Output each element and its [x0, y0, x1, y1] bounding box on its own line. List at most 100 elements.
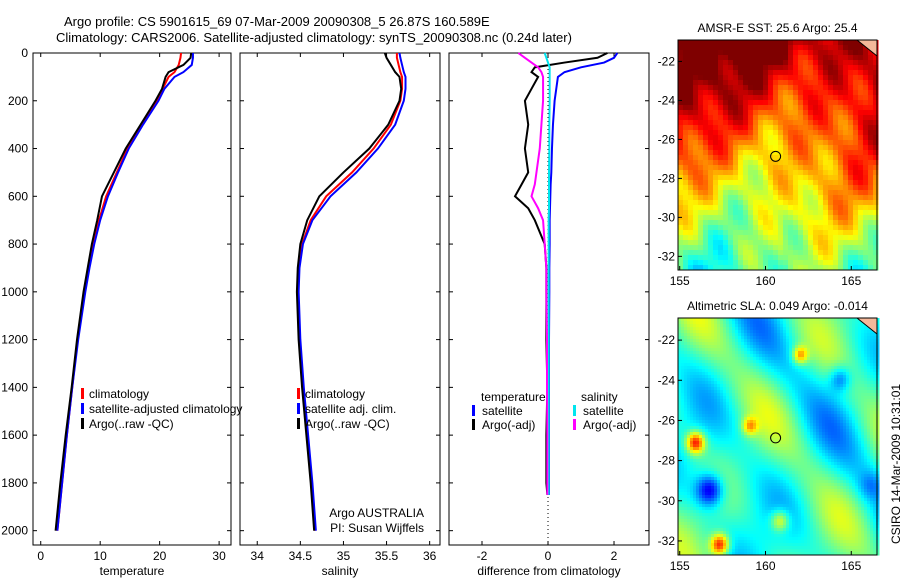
map-cell — [768, 519, 772, 523]
map-cell — [681, 384, 685, 388]
map-cell — [777, 372, 781, 376]
map-cell — [778, 165, 784, 171]
map-cell — [863, 100, 869, 106]
map-cell — [750, 354, 754, 358]
map-cell — [873, 165, 879, 171]
map-cell — [708, 429, 712, 433]
y-tick-label: 1000 — [1, 285, 28, 299]
map-cell — [758, 45, 764, 51]
map-cell — [741, 522, 745, 526]
map-cell — [762, 426, 766, 430]
map-cell — [699, 552, 703, 556]
map-cell — [687, 507, 691, 511]
map-cell — [747, 537, 751, 541]
map-cell — [777, 540, 781, 544]
map-cell — [729, 363, 733, 367]
map-cell — [783, 357, 787, 361]
map-cell — [738, 492, 742, 496]
map-cell — [681, 471, 685, 475]
map-cell — [765, 477, 769, 481]
map-cell — [823, 90, 829, 96]
map-cell — [786, 339, 790, 343]
map-cell — [788, 100, 794, 106]
map-cell — [711, 411, 715, 415]
map-cell — [738, 235, 744, 241]
map-cell — [690, 510, 694, 514]
map-cell — [702, 339, 706, 343]
map-cell — [693, 372, 697, 376]
map-cell — [741, 441, 745, 445]
map-cell — [687, 432, 691, 436]
map-cell — [765, 384, 769, 388]
map-cell — [756, 387, 760, 391]
map-cell — [759, 363, 763, 367]
map-cell — [708, 507, 712, 511]
map-cell — [741, 399, 745, 403]
map-cell — [798, 100, 804, 106]
map-cell — [683, 95, 689, 101]
map-cell — [678, 200, 684, 206]
map-cell — [843, 175, 849, 181]
map-cell — [744, 495, 748, 499]
map-cell — [823, 205, 829, 211]
map-cell — [780, 456, 784, 460]
map-cell — [726, 366, 730, 370]
map-cell — [690, 537, 694, 541]
map-cell — [713, 210, 719, 216]
map-cell — [735, 363, 739, 367]
map-cell — [726, 471, 730, 475]
map-cell — [708, 483, 712, 487]
map-cell — [732, 381, 736, 385]
map-cell — [786, 480, 790, 484]
map-cell — [765, 366, 769, 370]
map-cell — [708, 441, 712, 445]
map-cell — [738, 165, 744, 171]
map-cell — [843, 40, 849, 46]
map-cell — [729, 546, 733, 550]
map-cell — [783, 534, 787, 538]
map-cell — [687, 327, 691, 331]
map-cell — [720, 405, 724, 409]
map-cell — [768, 95, 774, 101]
map-cell — [753, 240, 759, 246]
map-cell — [726, 405, 730, 409]
map-cell — [789, 396, 793, 400]
map-cell — [741, 531, 745, 535]
map-cell — [774, 393, 778, 397]
map-cell — [788, 55, 794, 61]
map-cell — [699, 492, 703, 496]
map-cell — [788, 245, 794, 251]
map-cell — [687, 378, 691, 382]
map-cell — [698, 110, 704, 116]
map-cell — [678, 333, 682, 337]
map-cell — [693, 426, 697, 430]
map-cell — [747, 417, 751, 421]
map-cell — [768, 195, 774, 201]
map-cell — [748, 255, 754, 261]
map-cell — [708, 450, 712, 454]
map-cell — [848, 175, 854, 181]
map-cell — [693, 265, 699, 271]
map-cell — [711, 330, 715, 334]
map-cell — [823, 170, 829, 176]
map-cell — [750, 336, 754, 340]
map-cell — [711, 462, 715, 466]
map-cell — [789, 378, 793, 382]
map-cell — [678, 339, 682, 343]
map-cell — [868, 55, 874, 61]
map-cell — [768, 438, 772, 442]
map-cell — [693, 441, 697, 445]
map-cell — [744, 450, 748, 454]
map-cell — [750, 417, 754, 421]
map-cell — [684, 399, 688, 403]
map-cell — [762, 399, 766, 403]
map-cell — [717, 519, 721, 523]
map-cell — [717, 465, 721, 469]
map-cell — [858, 105, 864, 111]
map-cell — [759, 513, 763, 517]
map-cell — [773, 250, 779, 256]
map-cell — [702, 465, 706, 469]
map-cell — [683, 135, 689, 141]
map-cell — [705, 399, 709, 403]
legend-swatch — [81, 403, 84, 414]
